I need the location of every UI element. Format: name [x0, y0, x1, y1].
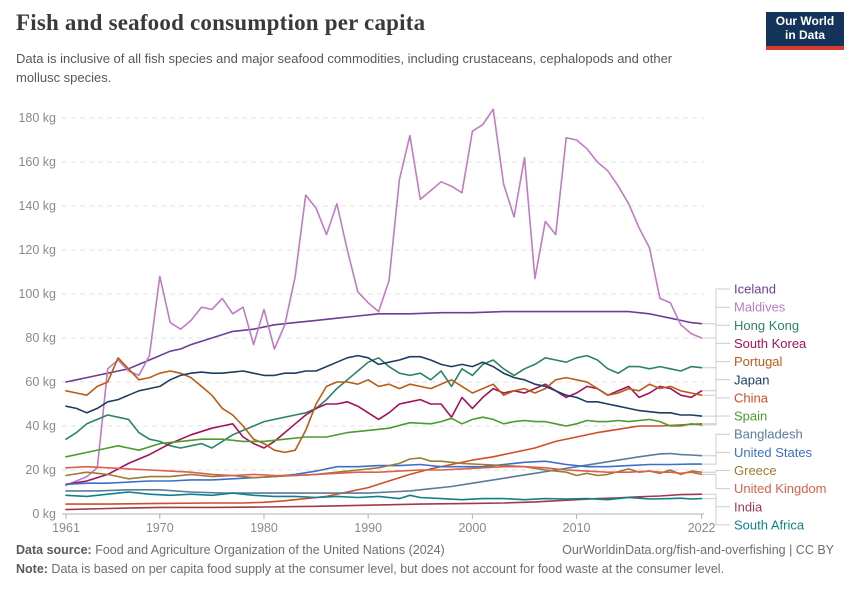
- legend-connector-iceland: [703, 288, 730, 325]
- legend-label-south-korea[interactable]: South Korea: [734, 336, 807, 351]
- legend-connector-maldives: [703, 306, 730, 339]
- note-label: Note:: [16, 562, 48, 576]
- note-text: Note: Data is based on per capita food s…: [16, 562, 725, 576]
- y-axis-label-180: 180 kg: [18, 111, 56, 125]
- owid-cc-link[interactable]: OurWorldinData.org/fish-and-overfishing …: [562, 543, 834, 557]
- legend-label-bangladesh[interactable]: Bangladesh: [734, 427, 803, 442]
- series-line-portugal[interactable]: [65, 356, 703, 454]
- owid-logo-line2: in Data: [784, 28, 825, 42]
- legend-connector-china: [703, 397, 730, 425]
- y-axis-label-140: 140 kg: [18, 199, 56, 213]
- legend-connector-united-states: [703, 451, 730, 465]
- line-chart-canvas[interactable]: 0 kg 20 kg 40 kg 60 kg 80 kg 100 kg 120 kg 140 …: [0, 88, 850, 540]
- y-axis-label-0: 0 kg: [32, 507, 56, 521]
- legend-label-united-states[interactable]: United States: [734, 445, 813, 460]
- x-axis-label-1990: 1990: [354, 521, 382, 535]
- chart-footer: Data source: Food and Agriculture Organi…: [16, 543, 834, 576]
- legend-connector-bangladesh: [703, 433, 730, 457]
- legend-label-china[interactable]: China: [734, 390, 769, 405]
- series-line-greece[interactable]: [65, 457, 703, 480]
- legend-label-maldives[interactable]: Maldives: [734, 300, 786, 315]
- data-source-text: Data source: Food and Agriculture Organi…: [16, 543, 445, 557]
- series-line-maldives[interactable]: [65, 108, 703, 487]
- legend-label-hong-kong[interactable]: Hong Kong: [734, 318, 799, 333]
- y-axis-label-100: 100 kg: [18, 287, 56, 301]
- x-axis-label-1961: 1961: [52, 521, 80, 535]
- legend-connector-south-africa: [703, 498, 730, 526]
- legend-connector-greece: [703, 470, 730, 473]
- owid-logo-line1: Our World: [775, 14, 835, 29]
- x-axis-label-2022: 2022: [688, 521, 716, 535]
- legend-label-iceland[interactable]: Iceland: [734, 282, 776, 297]
- data-source-label: Data source:: [16, 543, 92, 557]
- legend-label-south-africa[interactable]: South Africa: [734, 517, 805, 532]
- legend-label-united-kingdom[interactable]: United Kingdom: [734, 481, 827, 496]
- series-line-hong-kong[interactable]: [65, 354, 703, 449]
- series-line-spain[interactable]: [65, 416, 703, 458]
- series-line-bangladesh[interactable]: [65, 452, 703, 494]
- y-axis-label-160: 160 kg: [18, 155, 56, 169]
- series-line-united-kingdom[interactable]: [65, 465, 703, 477]
- y-axis-label-20: 20 kg: [25, 463, 56, 477]
- series-line-india[interactable]: [65, 493, 703, 511]
- legend-label-spain[interactable]: Spain: [734, 409, 767, 424]
- owid-logo[interactable]: Our World in Data: [766, 12, 844, 50]
- legend-label-india[interactable]: India: [734, 499, 763, 514]
- x-axis-label-2010: 2010: [563, 521, 591, 535]
- page-title: Fish and seafood consumption per capita: [16, 10, 426, 35]
- legend-label-greece[interactable]: Greece: [734, 463, 777, 478]
- x-axis-label-1980: 1980: [250, 521, 278, 535]
- legend-connector-spain: [703, 415, 730, 426]
- series-line-south-africa[interactable]: [65, 491, 703, 501]
- y-axis-label-120: 120 kg: [18, 243, 56, 257]
- x-axis-label-2000: 2000: [458, 521, 486, 535]
- legend-label-japan[interactable]: Japan: [734, 372, 769, 387]
- series-line-iceland[interactable]: [65, 310, 703, 383]
- series-line-china[interactable]: [65, 422, 703, 505]
- legend-connector-portugal: [703, 361, 730, 396]
- series-line-south-korea[interactable]: [65, 383, 703, 486]
- chart-subtitle: Data is inclusive of all fish species an…: [16, 51, 673, 85]
- legend-label-portugal[interactable]: Portugal: [734, 354, 783, 369]
- y-axis-label-60: 60 kg: [25, 375, 56, 389]
- legend-connector-united-kingdom: [703, 473, 730, 490]
- y-axis-label-40: 40 kg: [25, 419, 56, 433]
- x-axis-label-1970: 1970: [146, 521, 174, 535]
- series-line-japan[interactable]: [65, 354, 703, 417]
- y-axis-label-80: 80 kg: [25, 331, 56, 345]
